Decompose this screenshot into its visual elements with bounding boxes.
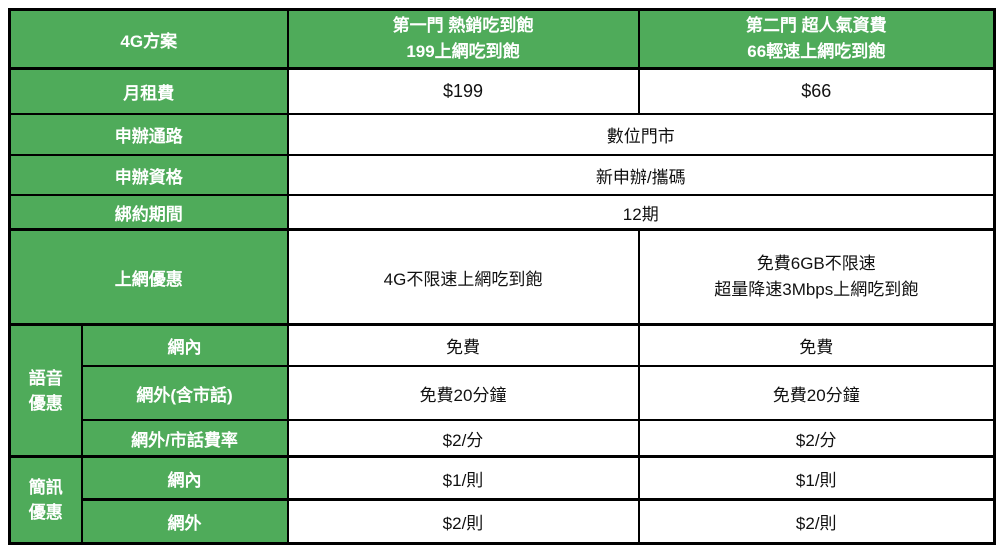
eligibility-value: 新申辦/攜碼 [286, 154, 996, 196]
monthly-fee-plan1: $199 [286, 67, 640, 115]
voice-group-label: 語音 優惠 [8, 323, 83, 458]
voice-off-net-row: 網外(含市話) 免費20分鐘 免費20分鐘 [10, 365, 996, 421]
voice-rate-plan2: $2/分 [637, 419, 996, 458]
sms-on-net-label: 網內 [80, 455, 289, 501]
eligibility-label: 申辦資格 [8, 154, 289, 196]
monthly-fee-plan2: $66 [637, 67, 996, 115]
contract-term-row: 綁約期間 12期 [8, 194, 996, 231]
sms-on-net-row: 簡訊 優惠 網內 $1/則 $1/則 [8, 455, 996, 545]
voice-off-net-plan1: 免費20分鐘 [286, 365, 640, 421]
voice-group-line1: 語音 [28, 368, 63, 388]
sms-off-net-plan2: $2/則 [637, 498, 996, 545]
eligibility-row: 申辦資格 新申辦/攜碼 [8, 154, 996, 196]
sms-group-label: 簡訊 優惠 [8, 455, 83, 545]
sms-off-net-plan1: $2/則 [286, 498, 640, 545]
monthly-fee-label: 月租費 [8, 67, 289, 115]
channel-row: 申辦通路 數位門市 [8, 113, 996, 156]
data-offer-plan2-line1: 免費6GB不限速 [756, 254, 876, 273]
voice-off-net-label: 網外(含市話) [80, 365, 289, 421]
voice-on-net-row: 語音 優惠 網內 免費 免費 [8, 323, 996, 458]
plan2-name: 第二門 超人氣資費 [745, 16, 887, 35]
contract-term-value: 12期 [286, 194, 996, 231]
voice-group-line2: 優惠 [28, 393, 63, 413]
channel-value: 數位門市 [286, 113, 996, 156]
sms-group-line2: 優惠 [28, 503, 63, 522]
plan1-subtitle: 199上網吃到飽 [406, 42, 520, 61]
header-row: 4G方案 第一門 熱銷吃到飽 199上網吃到飽 第二門 超人氣資費 66輕速上網… [8, 8, 996, 70]
voice-off-net-plan2: 免費20分鐘 [637, 365, 996, 421]
voice-on-net-label: 網內 [80, 323, 289, 367]
voice-on-net-plan1: 免費 [286, 323, 640, 367]
plan-comparison-table: 4G方案 第一門 熱銷吃到飽 199上網吃到飽 第二門 超人氣資費 66輕速上網… [8, 8, 996, 545]
data-offer-plan2: 免費6GB不限速 超量降速3Mbps上網吃到飽 [637, 228, 996, 326]
monthly-fee-row: 月租費 $199 $66 [8, 67, 996, 115]
sms-group-line1: 簡訊 [28, 478, 63, 497]
data-offer-row: 上網優惠 4G不限速上網吃到飽 免費6GB不限速 超量降速3Mbps上網吃到飽 [8, 228, 996, 326]
corner-cell-4g-plan: 4G方案 [8, 8, 289, 70]
plan1-header-cell: 第一門 熱銷吃到飽 199上網吃到飽 [286, 8, 640, 70]
voice-rate-plan1: $2/分 [286, 419, 640, 458]
channel-label: 申辦通路 [8, 113, 289, 156]
data-offer-label: 上網優惠 [8, 228, 289, 326]
voice-on-net-plan2: 免費 [637, 323, 996, 367]
sms-off-net-label: 網外 [80, 498, 289, 545]
voice-rate-label: 網外/市話費率 [80, 419, 289, 458]
sms-on-net-plan1: $1/則 [286, 455, 640, 501]
data-offer-plan1: 4G不限速上網吃到飽 [286, 228, 640, 326]
contract-term-label: 綁約期間 [8, 194, 289, 231]
plan1-name: 第一門 熱銷吃到飽 [392, 16, 534, 35]
voice-rate-row: 網外/市話費率 $2/分 $2/分 [10, 419, 996, 458]
data-offer-plan2-line2: 超量降速3Mbps上網吃到飽 [714, 280, 919, 299]
plan2-header-cell: 第二門 超人氣資費 66輕速上網吃到飽 [637, 8, 996, 70]
sms-on-net-plan2: $1/則 [637, 455, 996, 501]
sms-off-net-row: 網外 $2/則 $2/則 [10, 498, 996, 545]
plan2-subtitle: 66輕速上網吃到飽 [747, 42, 886, 61]
